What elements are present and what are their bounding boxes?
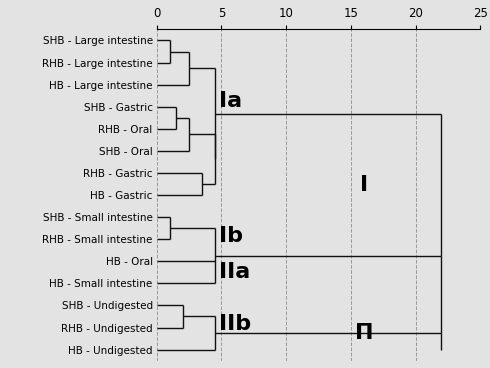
Text: I: I <box>360 175 368 195</box>
Text: IIa: IIa <box>219 262 250 282</box>
Text: Ib: Ib <box>219 226 243 246</box>
Text: Ia: Ia <box>219 91 242 111</box>
Text: Π: Π <box>355 323 373 343</box>
Text: IIb: IIb <box>219 314 251 334</box>
